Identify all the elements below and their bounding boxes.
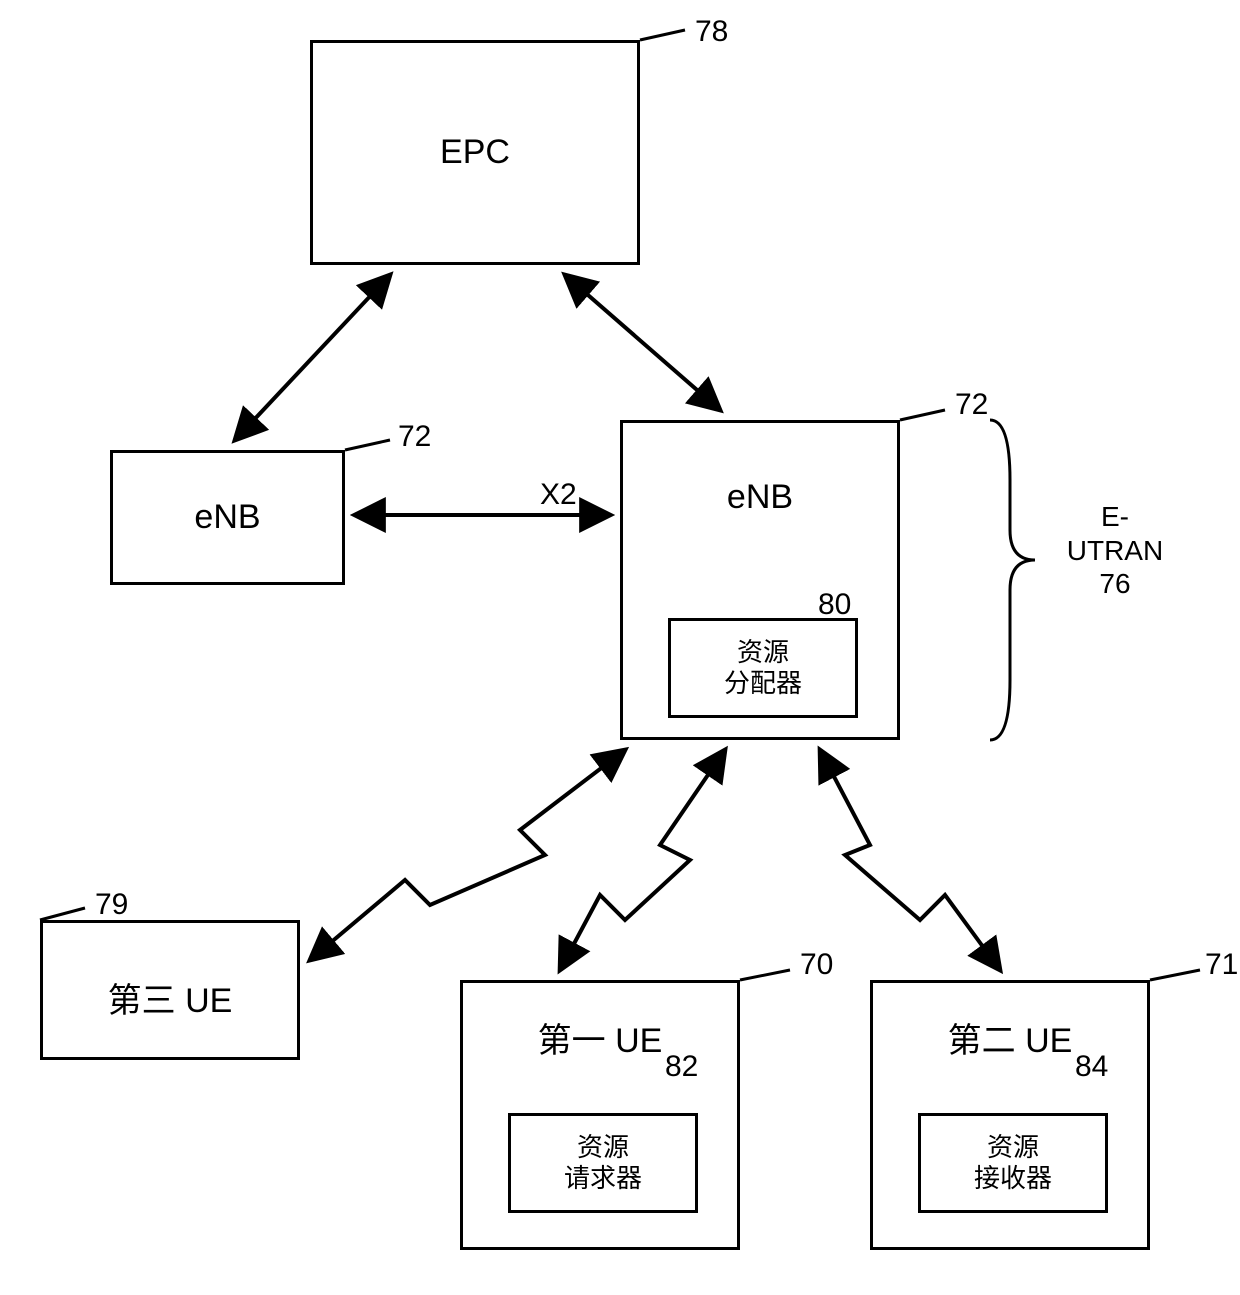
- brace-eutran: [990, 420, 1035, 740]
- ref-ue2: 71: [1205, 948, 1238, 982]
- inner-resource-receiver: 资源 接收器: [918, 1113, 1108, 1213]
- node-ue1: 第一 UE 资源 请求器: [460, 980, 740, 1250]
- ref-enb-right: 72: [955, 388, 988, 422]
- ref-recv: 84: [1075, 1050, 1108, 1084]
- inner-req-line2: 请求器: [564, 1163, 642, 1194]
- eutran-l2: UTRAN: [1067, 535, 1163, 566]
- label-eutran: E- UTRAN 76: [1055, 500, 1175, 601]
- node-ue1-label: 第一 UE: [538, 1013, 663, 1062]
- node-enb-left-label: eNB: [194, 498, 260, 537]
- ref-leader-70: [740, 970, 790, 980]
- node-ue3: 第三 UE: [40, 920, 300, 1060]
- node-enb-right: eNB 资源 分配器: [620, 420, 900, 740]
- inner-recv-line1: 资源: [987, 1132, 1039, 1163]
- eutran-l1: E-: [1101, 501, 1129, 532]
- node-ue2-label: 第二 UE: [948, 1013, 1073, 1062]
- ref-leader-78: [640, 30, 685, 40]
- ref-leader-71: [1150, 970, 1200, 980]
- inner-alloc-line2: 分配器: [724, 668, 802, 699]
- node-enb-left: eNB: [110, 450, 345, 585]
- inner-resource-allocator: 资源 分配器: [668, 618, 858, 718]
- node-ue2: 第二 UE 资源 接收器: [870, 980, 1150, 1250]
- node-epc-label: EPC: [440, 133, 510, 172]
- ref-enb-left: 72: [398, 420, 431, 454]
- ref-leader-72r: [900, 410, 945, 420]
- edge-epc-enb-right: [565, 275, 720, 410]
- ref-leader-79: [40, 908, 85, 920]
- inner-req-line1: 资源: [577, 1132, 629, 1163]
- ref-leader-72l: [345, 440, 390, 450]
- node-enb-right-label: eNB: [727, 478, 793, 517]
- label-x2: X2: [540, 478, 577, 512]
- ref-req: 82: [665, 1050, 698, 1084]
- ref-alloc: 80: [818, 588, 851, 622]
- edge-enb-ue2: [820, 750, 1000, 970]
- node-ue3-label: 第三 UE: [108, 973, 233, 1022]
- ref-ue1: 70: [800, 948, 833, 982]
- edge-enb-ue3: [310, 750, 625, 960]
- inner-resource-requester: 资源 请求器: [508, 1113, 698, 1213]
- eutran-l3: 76: [1099, 568, 1130, 599]
- node-epc: EPC: [310, 40, 640, 265]
- edge-epc-enb-left: [235, 275, 390, 440]
- inner-recv-line2: 接收器: [974, 1163, 1052, 1194]
- ref-ue3: 79: [95, 888, 128, 922]
- inner-alloc-line1: 资源: [737, 637, 789, 668]
- ref-epc: 78: [695, 15, 728, 49]
